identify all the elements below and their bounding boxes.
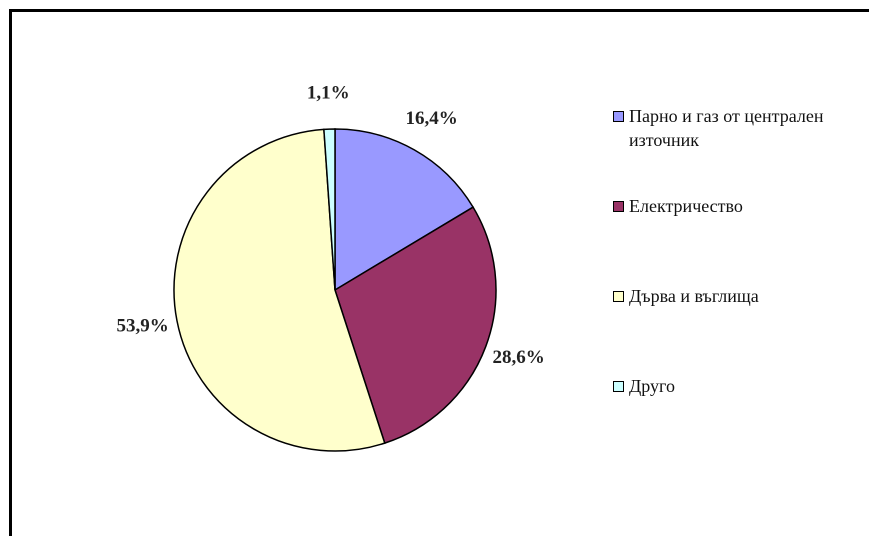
legend-swatch [613, 291, 624, 302]
legend-swatch [613, 111, 624, 122]
legend: Парно и газ от централен източник Електри… [613, 104, 831, 464]
data-label: 1,1% [307, 82, 350, 103]
pie-slice [323, 128, 336, 291]
legend-label: Парно и газ от централен източник [629, 106, 824, 150]
legend-item: Друго [613, 374, 831, 464]
legend-item: Електричество [613, 194, 831, 284]
pie-slice [334, 206, 497, 445]
legend-label: Дърва и въглища [629, 286, 759, 306]
data-label: 28,6% [492, 347, 544, 368]
legend-label: Електричество [629, 196, 743, 216]
legend-item: Дърва и въглища [613, 284, 831, 374]
pie-slice [173, 128, 386, 452]
pie-slice [334, 128, 475, 292]
legend-swatch [613, 201, 624, 212]
legend-item: Парно и газ от централен източник [613, 104, 831, 194]
data-label: 53,9% [116, 316, 168, 337]
legend-swatch [613, 381, 624, 392]
data-label: 16,4% [405, 108, 457, 129]
legend-label: Друго [629, 376, 675, 396]
